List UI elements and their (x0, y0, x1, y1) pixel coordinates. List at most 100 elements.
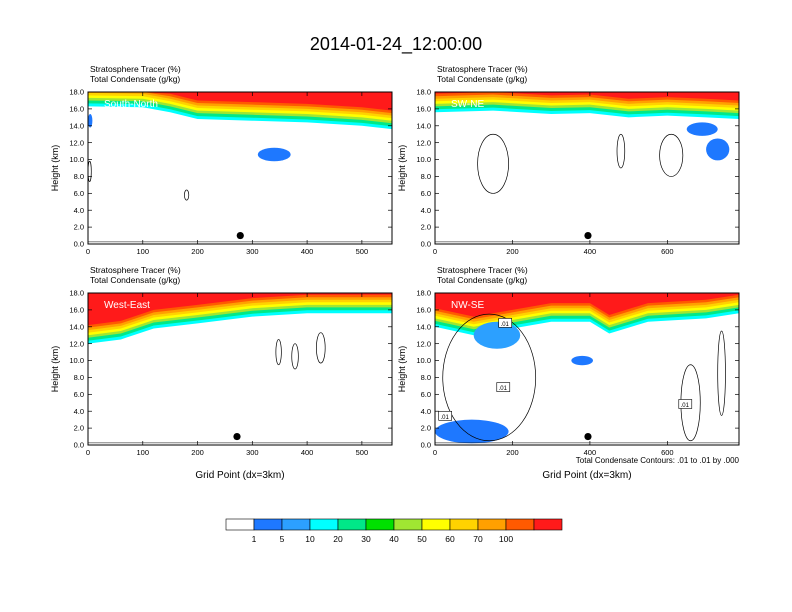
x-axis-label: Grid Point (dx=3km) (542, 470, 631, 481)
y-tick-label: 12.0 (416, 138, 431, 147)
location-marker (236, 231, 244, 240)
condensate-contour-2 (316, 332, 326, 364)
y-tick-label: 4.0 (421, 206, 431, 215)
x-tick-label: 400 (584, 448, 597, 457)
y-tick-label: 0.0 (421, 441, 431, 450)
y-tick-label: 2.0 (421, 223, 431, 232)
y-tick-label: 6.0 (421, 189, 431, 198)
tracer-band-7 (88, 293, 392, 326)
colorbar-level-label: 100 (499, 534, 513, 544)
x-tick-label: 600 (661, 448, 674, 457)
contour-label-box (498, 318, 513, 328)
colorbar-level-label: 30 (361, 534, 371, 544)
panel-label: SW-NE (451, 99, 484, 110)
x-tick-label: 0 (433, 247, 437, 256)
panel-header-line: Stratosphere Tracer (%) (90, 64, 181, 74)
y-tick-label: 12.0 (69, 138, 84, 147)
colorbar-swatch (281, 518, 311, 531)
y-tick-label: 14.0 (69, 322, 84, 331)
contour-label-box (438, 410, 452, 421)
tracer-patch-1 (435, 419, 509, 444)
y-tick-label: 2.0 (421, 424, 431, 433)
colorbar-swatch (421, 518, 451, 531)
colorbar: 1 5 10 20 30 40 50 60 70 100 (225, 518, 563, 544)
condensate-contour-0 (442, 313, 537, 442)
plot-frame (87, 91, 393, 245)
condensate-contour-0 (275, 339, 282, 366)
panel-label: West-East (104, 300, 150, 311)
x-tick-label: 200 (506, 247, 519, 256)
y-tick-label: 18.0 (69, 88, 84, 97)
panel-label: NW-SE (451, 300, 484, 311)
y-tick-label: 16.0 (69, 104, 84, 113)
tracer-patch-1 (686, 122, 718, 136)
tracer-band-7 (88, 92, 392, 111)
y-tick-label: 10.0 (416, 356, 431, 365)
colorbar-swatch (393, 518, 423, 531)
tracer-patch-2 (473, 321, 521, 349)
stratosphere-tracer-field (435, 92, 739, 243)
condensate-contour-2 (616, 133, 626, 169)
figure-title: 2014-01-24_12:00:00 (310, 34, 482, 55)
y-tick-label: 12.0 (416, 339, 431, 348)
x-tick-label: 400 (301, 247, 314, 256)
x-tick-label: 300 (246, 247, 259, 256)
colorbar-level-label: 20 (333, 534, 343, 544)
colorbar-swatch (253, 518, 283, 531)
y-axis-label: Height (km) (50, 145, 60, 192)
panel-label: South-North (104, 99, 158, 110)
y-tick-label: 18.0 (416, 289, 431, 298)
colorbar-level-label: 60 (445, 534, 455, 544)
x-tick-label: 200 (191, 448, 204, 457)
y-tick-label: 8.0 (74, 373, 84, 382)
y-tick-label: 0.0 (421, 240, 431, 249)
y-tick-label: 4.0 (74, 407, 84, 416)
x-tick-label: 400 (301, 448, 314, 457)
y-tick-label: 0.0 (74, 441, 84, 450)
stratosphere-tracer-field (88, 92, 392, 243)
x-tick-label: 100 (137, 448, 150, 457)
y-tick-label: 10.0 (69, 155, 84, 164)
y-tick-label: 6.0 (421, 390, 431, 399)
tracer-patch-0 (571, 355, 594, 366)
y-tick-label: 6.0 (74, 189, 84, 198)
tracer-patch-0 (257, 147, 291, 162)
plot-frame (87, 292, 393, 446)
x-axis-label: Grid Point (dx=3km) (195, 470, 284, 481)
x-tick-label: 0 (433, 448, 437, 457)
y-tick-label: 16.0 (416, 104, 431, 113)
colorbar-swatch (449, 518, 479, 531)
panel-header-line: Total Condensate (g/kg) (90, 74, 180, 84)
panel-header-line: Total Condensate (g/kg) (437, 275, 527, 285)
colorbar-swatch (337, 518, 367, 531)
plot-frame (434, 91, 740, 245)
x-tick-label: 0 (86, 448, 90, 457)
colorbar-swatch (225, 518, 255, 531)
y-tick-label: 8.0 (421, 373, 431, 382)
contour-label: .01 (499, 386, 508, 392)
colorbar-level-label: 70 (473, 534, 483, 544)
colorbar-swatch (365, 518, 395, 531)
x-tick-label: 100 (137, 247, 150, 256)
panel-sw-ne: SW-NE Stratosphere Tracer (%)Total Conden… (397, 64, 740, 256)
x-tick-label: 0 (86, 247, 90, 256)
y-tick-label: 2.0 (74, 223, 84, 232)
y-axis-label: Height (km) (397, 346, 407, 393)
tracer-band-7 (435, 92, 739, 101)
y-tick-label: 0.0 (74, 240, 84, 249)
y-tick-label: 6.0 (74, 390, 84, 399)
y-tick-label: 12.0 (69, 339, 84, 348)
x-tick-label: 200 (506, 448, 519, 457)
condensate-contour-1 (291, 343, 299, 370)
colorbar-swatch (505, 518, 535, 531)
y-tick-label: 4.0 (421, 407, 431, 416)
contour-note: Total Condensate Contours: .01 to .01 by… (576, 456, 740, 465)
contour-label-box (496, 382, 511, 392)
y-tick-label: 10.0 (69, 356, 84, 365)
y-tick-label: 8.0 (421, 172, 431, 181)
x-tick-label: 600 (661, 247, 674, 256)
y-tick-label: 18.0 (416, 88, 431, 97)
x-tick-label: 500 (356, 448, 369, 457)
location-marker (584, 432, 592, 441)
